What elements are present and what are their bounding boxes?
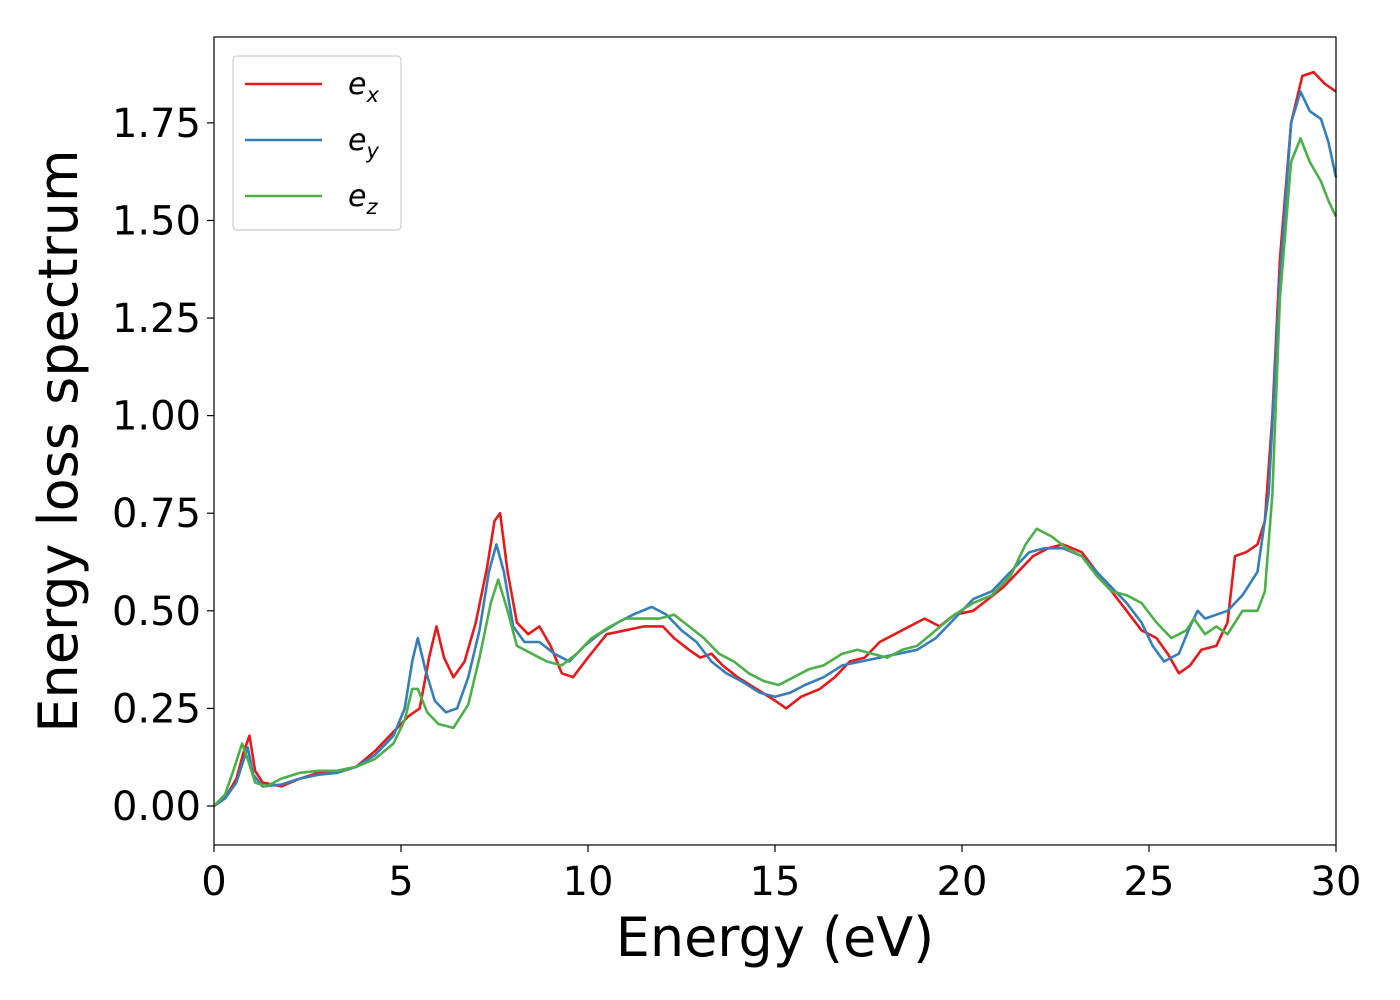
legend-box [232,55,402,231]
y-tick-label: 0.75 [112,491,201,537]
y-tick-label: 1.25 [112,296,201,342]
legend-label-x: ex [348,67,379,107]
series-line-x [213,70,1337,808]
x-axis-label: Energy (eV) [616,906,935,969]
x-tick-label: 15 [750,859,801,905]
x-tick-label: 5 [388,859,413,905]
x-tick-label: 25 [1124,859,1175,905]
x-tick-label: 0 [201,859,226,905]
series-layer [213,70,1338,808]
y-tick-label: 0.25 [112,686,201,732]
x-tick-label: 10 [563,859,614,905]
y-tick-label: 1.50 [112,198,201,244]
y-tick-label: 1.75 [112,101,201,147]
x-tick-label: 30 [1311,859,1362,905]
x-axis: 0 5 10 15 20 25 30 [201,845,1361,905]
y-tick-label: 0.50 [112,589,201,635]
x-tick-label: 20 [937,859,988,905]
legend-label-y: ey [348,123,379,163]
legend-label-z: ez [348,179,378,219]
y-axis-label: Energy loss spectrum [27,149,90,732]
y-axis: 0.00 0.25 0.50 0.75 1.00 1.25 1.50 1.75 [112,101,214,830]
legend: ex ey ez [232,55,402,231]
series-line-z [213,137,1338,807]
y-tick-label: 1.00 [112,394,201,440]
y-tick-label: 0.00 [112,784,201,830]
